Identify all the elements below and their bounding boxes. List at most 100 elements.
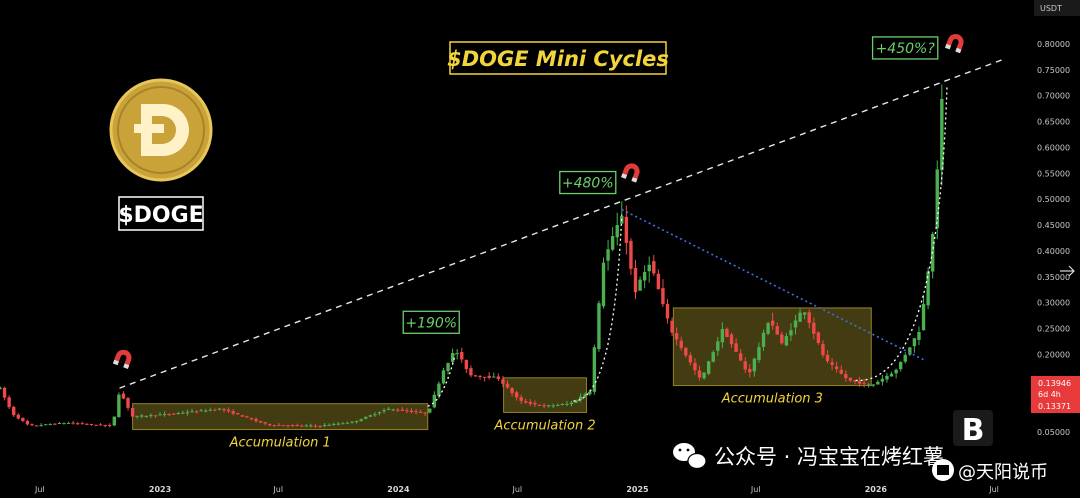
candle-body [684,347,688,356]
candle-body [176,413,181,415]
candle-body [364,416,368,419]
candle-body [194,411,199,413]
candle-body [185,412,190,414]
candle-body [231,411,235,414]
magnet-icon [112,349,132,369]
candle-body [48,424,52,426]
candle-body [172,413,176,415]
candle-body [236,412,240,415]
gain-label: +450%? [876,41,936,57]
candle-body [560,404,565,406]
y-tick-label: 0.45000 [1037,221,1070,230]
candle-body [780,334,784,344]
candle-body [30,424,34,426]
candle-body [71,422,75,424]
candle-body [492,376,496,378]
candle-body [528,401,533,404]
candle-body [405,410,409,412]
candle-body [706,361,711,374]
candle-body [240,415,245,417]
candle-body [44,424,48,426]
candle-body [190,411,194,413]
candle-body [935,169,939,229]
candle-body [332,423,336,425]
candle-body [748,368,752,373]
candle-body [583,393,587,397]
y-tick-label: 0.50000 [1037,195,1070,204]
candle-body [679,340,683,348]
candle-body [199,410,203,412]
candle-body [281,425,286,427]
candle-body [615,225,619,238]
candle-body [144,415,149,417]
time-axis[interactable]: Jul 2023 Jul 2024 Jul 2025 Jul 2026 Jul [34,485,999,494]
candle-body [126,398,130,408]
candle-body [469,368,473,376]
candle-body [108,425,112,427]
gain-labels: +190% +480% +450%? [402,36,939,334]
magnet-tip [112,359,119,366]
candle-body [446,362,450,372]
candle-body [844,374,848,379]
y-tick-label: 0.05000 [1037,428,1070,437]
candle-body [574,400,578,403]
candle-body [460,352,464,360]
candle-body [217,408,222,410]
candle-body [428,408,432,413]
magnet-tip [955,47,962,54]
y-tick-label: 0.80000 [1037,40,1070,49]
candle-body [94,424,98,426]
y-tick-label: 0.70000 [1037,92,1070,101]
candle-countdown: 6d 4h [1038,390,1061,399]
candle-body [290,425,295,427]
projection-arc-1 [427,354,456,407]
candle-body [578,396,583,401]
gain-label: +190% [405,315,457,331]
candle-body [519,397,523,401]
candle-body [25,420,30,425]
candle-body [112,416,116,426]
candle-body [482,376,487,378]
y-tick-label: 0.55000 [1037,169,1070,178]
candle-body [423,412,427,414]
magnet-tip [621,173,628,179]
gain-box [402,310,460,334]
candle-body [917,332,921,340]
candle-body [839,369,843,374]
candle-body [921,303,926,331]
candle-body [857,381,862,384]
candle-body [798,312,802,322]
current-price: 0.13946 [1038,379,1071,388]
x-tick-label: Jul [511,485,522,494]
candle-body [569,402,574,405]
candle-body [377,412,382,414]
candle-body [277,424,281,426]
candle-body [85,423,89,425]
candle-body [866,384,871,386]
candle-body [313,425,318,427]
candle-body [693,362,697,371]
candle-body [245,416,249,418]
candle-body [167,414,171,416]
candle-body [647,264,651,272]
candle-body [327,424,331,426]
candle-body [76,423,80,425]
crosshair-arrow-icon[interactable] [1060,265,1075,277]
y-tick-label: 0.20000 [1037,350,1070,359]
candle-body [761,332,766,347]
candle-body [53,423,57,425]
candle-body [263,422,267,424]
candle-body [268,423,272,426]
candle-body [537,404,542,406]
candle-body [103,425,107,427]
candle-body [62,423,66,425]
candle-body [473,375,478,377]
candle-body [702,372,706,379]
candle-body [588,391,592,395]
candle-body [464,359,469,370]
candle-body [738,353,743,361]
candle-body [642,272,647,281]
candle-body [354,421,359,423]
candle-body [766,323,770,334]
